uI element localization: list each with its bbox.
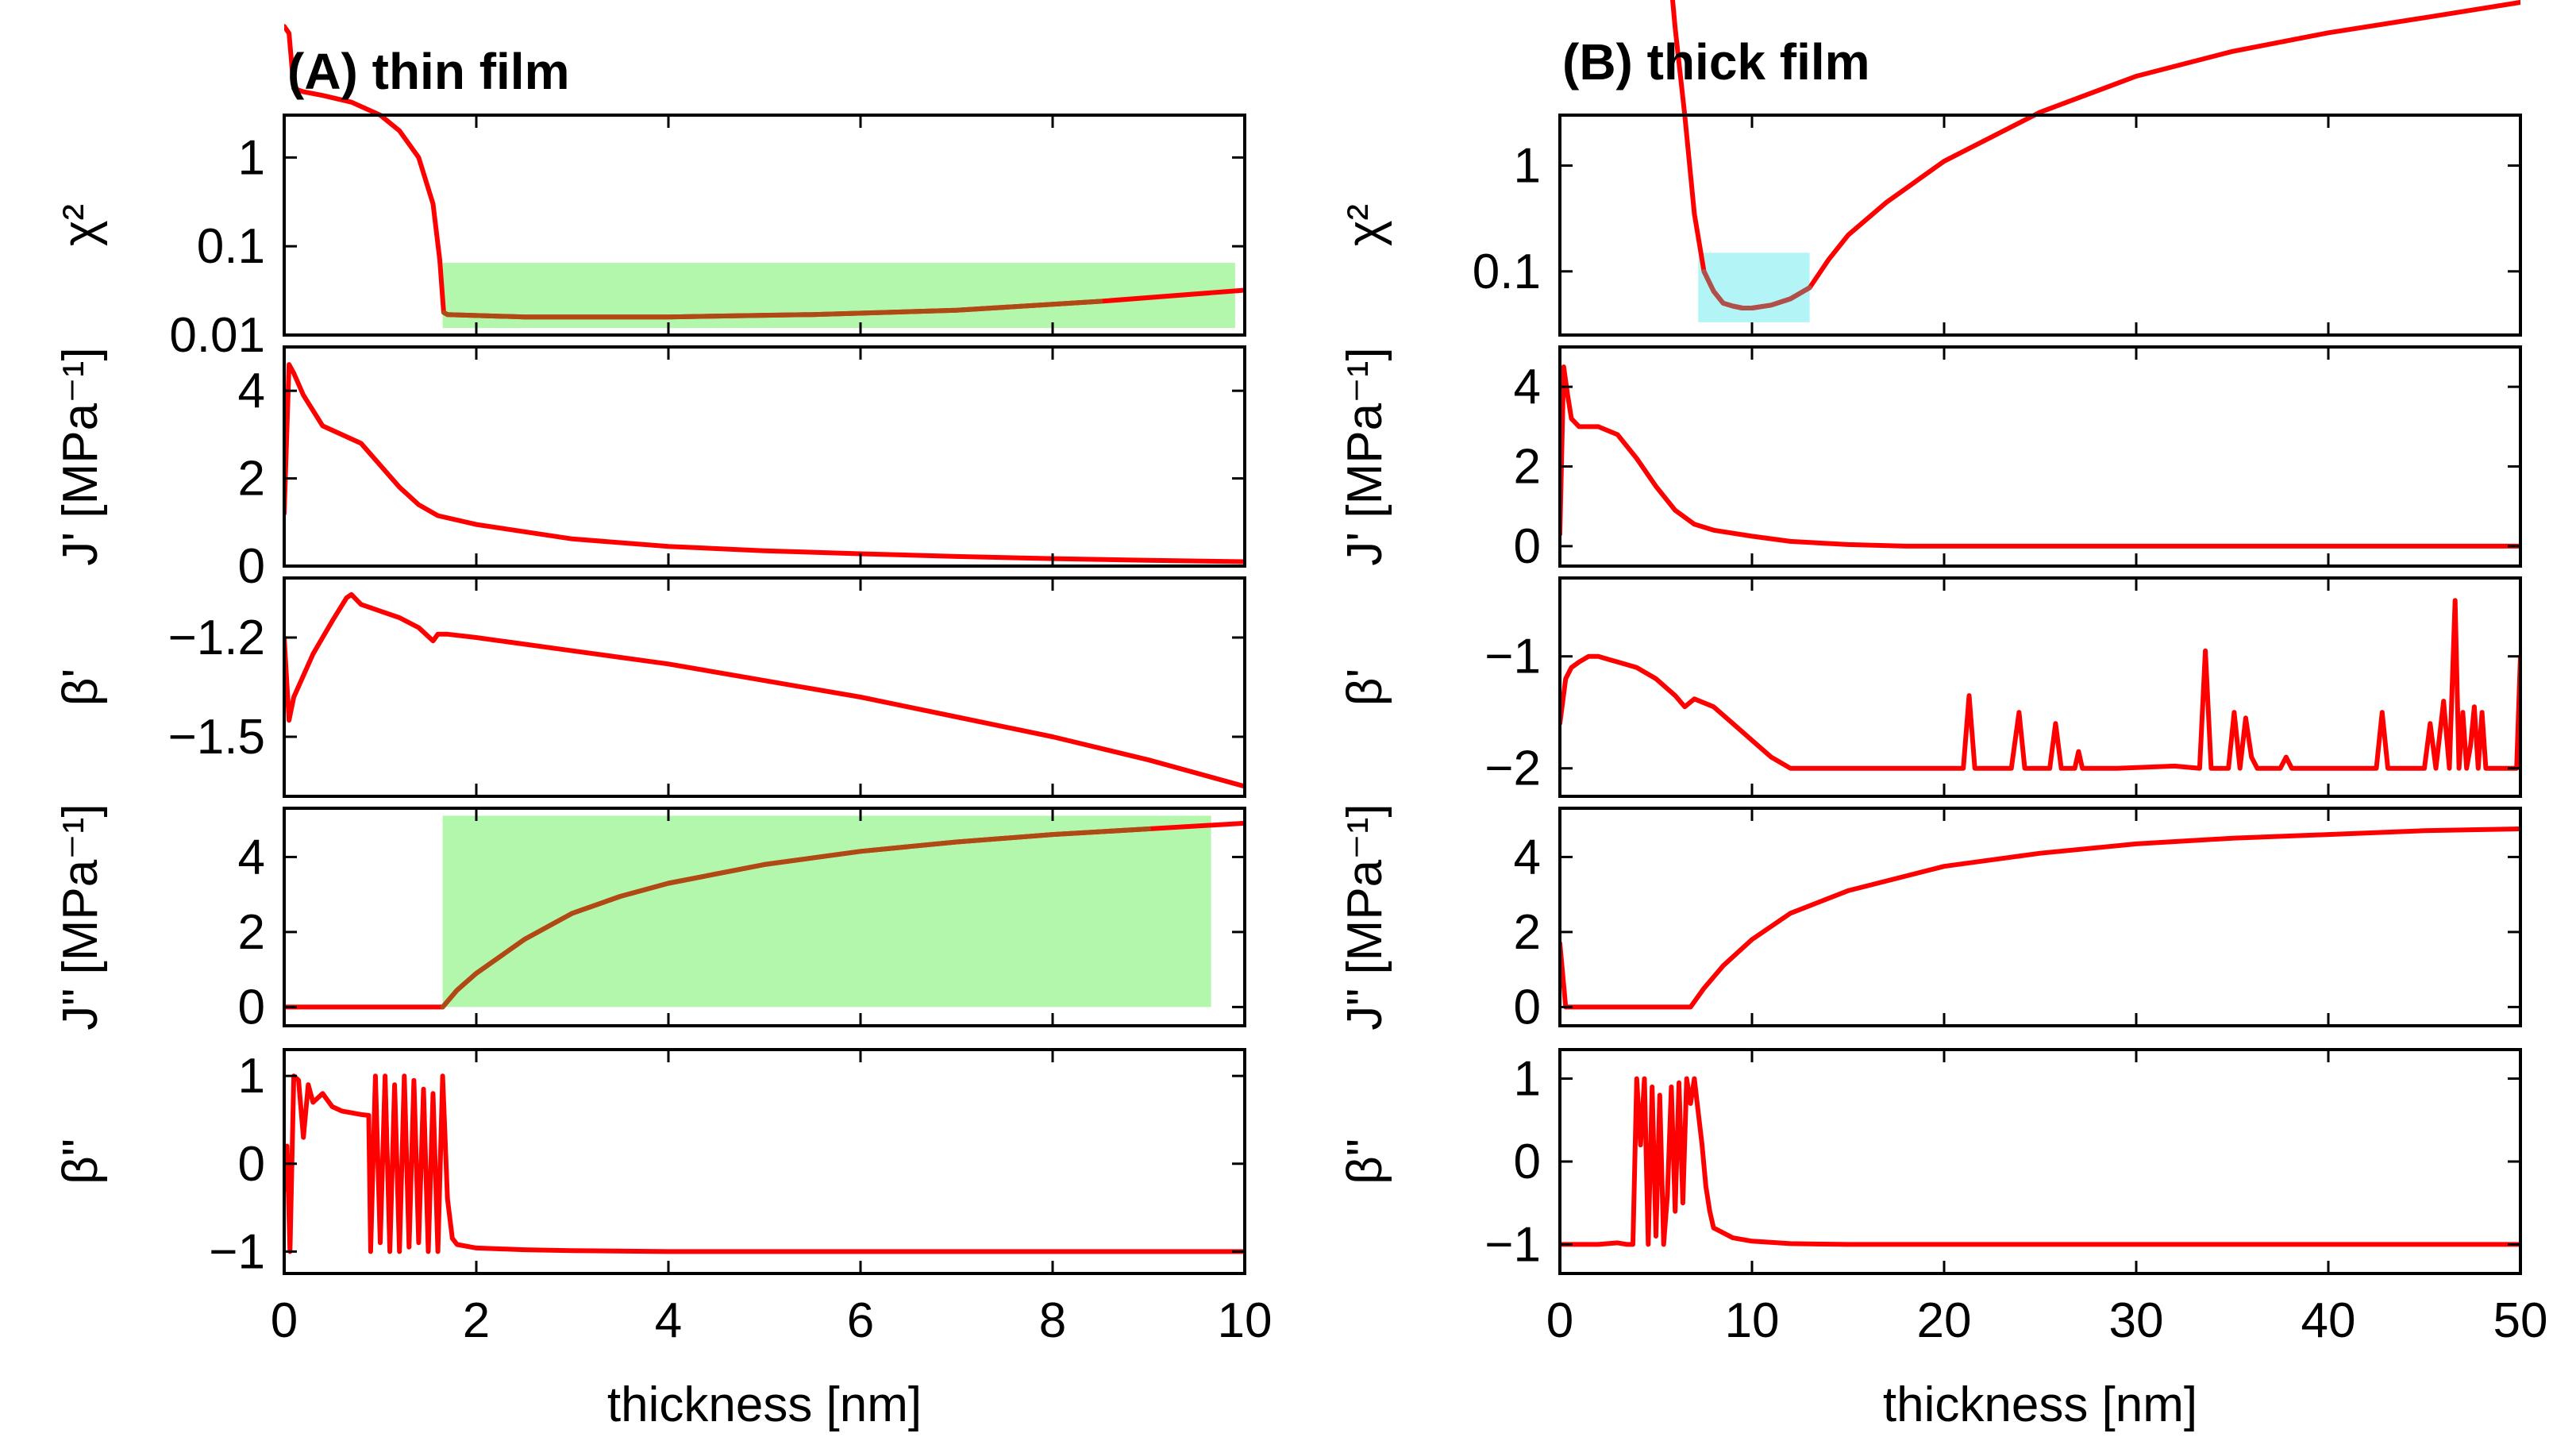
subplot-0-2: −1.5 −1.2 β' [53,576,1246,798]
x-tick-label: 6 [847,1293,874,1348]
axes-frame [283,114,1246,337]
series-line [1560,1076,2520,1247]
y-tick-label: 2 [238,905,265,960]
panel-title: (A) thin film [287,43,569,100]
y-axis-label: β' [53,668,108,707]
y-axis-label: β" [1338,1139,1392,1185]
y-tick-label: −1 [1484,630,1541,684]
y-tick-label: −1 [209,1224,265,1279]
series-line [1560,826,2520,1010]
y-axis-label: J' [MPa⁻¹] [53,347,108,565]
x-tick-label: 2 [463,1293,490,1348]
axes-frame [1558,114,2522,337]
y-tick-label: −1.2 [168,611,265,665]
subplot-1-1: 0 2 4 J' [MPa⁻¹] [1338,345,2522,574]
x-tick-label: 0 [1546,1293,1573,1348]
y-tick-label: 0.1 [197,219,265,274]
subplot-1-0: 0.1 1 χ² [1338,0,2522,337]
y-tick-label: 2 [1514,905,1541,960]
y-tick-label: 4 [1514,830,1541,884]
panel-title: (B) thick film [1562,33,1870,91]
series-line [284,591,1245,789]
x-axis-label: thickness [nm] [607,1377,922,1432]
shaded-band [1698,252,1810,322]
x-tick-label: 0 [271,1293,298,1348]
x-tick-label: 30 [2109,1293,2164,1348]
series-line [1560,598,2520,771]
subplot-1-3: 0 2 4 J" [MPa⁻¹] [1338,803,2522,1035]
y-axis-label: β' [1338,668,1392,707]
y-tick-label: 0.01 [169,308,265,363]
y-tick-label: 1 [238,1049,265,1104]
y-tick-label: 0 [238,980,265,1035]
x-axis-label: thickness [nm] [1883,1377,2197,1432]
y-tick-label: 4 [238,364,265,418]
series-line-in-band [441,299,1103,320]
axes-frame [283,807,1246,1027]
axes-frame [283,1048,1246,1275]
subplot-1-2: −2 −1 β' [1338,576,2522,798]
y-tick-label: 4 [1514,360,1541,414]
y-axis-label: χ² [53,204,108,246]
chart-panel-1: 0.1 1 χ² 0 2 4 J' [MPa⁻¹] −2 −1 β' 0 2 4 J" [MPa⁻¹] −1… [1338,0,2547,1432]
series-line [1560,364,2520,549]
series-line-in-band [1701,268,1812,310]
subplot-0-0: 0.01 0.1 1 χ² [53,24,1246,363]
y-tick-label: −1.5 [168,710,265,765]
x-tick-label: 8 [1039,1293,1066,1348]
axes-frame [1558,345,2522,568]
x-tick-label: 20 [1917,1293,1972,1348]
y-tick-label: 0 [1514,519,1541,574]
y-tick-label: 1 [1514,1052,1541,1107]
y-tick-label: 1 [1514,139,1541,194]
y-axis-label: J" [MPa⁻¹] [1338,803,1392,1031]
y-axis-label: χ² [1338,204,1392,246]
x-tick-label: 10 [1725,1293,1780,1348]
chart-panel-0: 0.01 0.1 1 χ² 0 2 4 J' [MPa⁻¹] −1.5 −1.2 β' 0 2 4 J" [… [53,24,1273,1432]
x-tick-label: 50 [2493,1293,2548,1348]
series-line [284,1073,1245,1254]
y-tick-label: 4 [238,830,265,884]
y-tick-label: 1 [238,130,265,185]
subplot-0-1: 0 2 4 J' [MPa⁻¹] [53,345,1246,594]
y-tick-label: 0 [238,1137,265,1192]
y-axis-label: J" [MPa⁻¹] [53,803,108,1031]
y-tick-label: 0 [238,539,265,594]
y-tick-label: 2 [1514,440,1541,495]
x-tick-label: 10 [1218,1293,1273,1348]
y-axis-label: J' [MPa⁻¹] [1338,347,1392,565]
subplot-0-3: 0 2 4 J" [MPa⁻¹] [53,803,1246,1035]
y-tick-label: −2 [1484,742,1541,796]
y-tick-label: −1 [1484,1217,1541,1272]
x-tick-label: 4 [655,1293,682,1348]
y-tick-label: 0 [1514,980,1541,1035]
axes-frame [283,576,1246,798]
axes-frame [283,345,1246,568]
x-tick-label: 40 [2301,1293,2356,1348]
y-tick-label: 0.1 [1473,245,1541,299]
axes-frame [1558,576,2522,798]
axes-frame [1558,807,2522,1027]
y-tick-label: 2 [238,452,265,507]
y-axis-label: β" [53,1139,108,1185]
series-line [284,362,1245,564]
y-tick-label: 0 [1514,1135,1541,1189]
shaded-band [442,815,1211,1008]
series-line-in-band [440,826,1151,1010]
